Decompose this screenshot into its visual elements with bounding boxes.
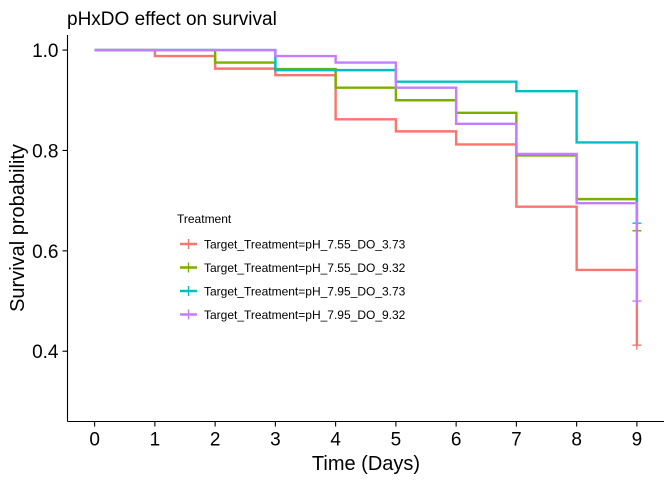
- x-tick-label: 4: [330, 430, 341, 451]
- y-tick-label: 0.4: [32, 342, 59, 363]
- survival-curve-4: [94, 48, 639, 302]
- x-tick-label: 3: [270, 430, 281, 451]
- survival-curve-2: [94, 48, 639, 231]
- y-tick-label: 0.6: [32, 242, 58, 263]
- x-axis-title: Time (Days): [312, 453, 420, 475]
- censor-mark: [632, 296, 642, 306]
- x-ticks: 0 1 2 3 4 5 6 7 8 9: [89, 421, 643, 451]
- x-tick-label: 2: [210, 430, 221, 451]
- x-tick-label: 7: [511, 430, 522, 451]
- y-axis-title: Survival probability: [7, 144, 29, 312]
- chart-title: pHxDO effect on survival: [67, 9, 277, 30]
- legend: Treatment Target_Treatment=pH_7.55_DO_3.…: [177, 212, 406, 322]
- y-tick-label: 1.0: [32, 41, 58, 62]
- legend-label: Target_Treatment=pH_7.55_DO_9.32: [204, 261, 406, 275]
- legend-label: Target_Treatment=pH_7.95_DO_9.32: [204, 308, 406, 322]
- x-tick-label: 9: [632, 430, 643, 451]
- legend-title: Treatment: [177, 212, 232, 226]
- x-tick-label: 8: [571, 430, 582, 451]
- x-tick-label: 6: [451, 430, 462, 451]
- y-ticks: 0.4 0.6 0.8 1.0: [32, 41, 68, 363]
- legend-label: Target_Treatment=pH_7.55_DO_3.73: [204, 238, 406, 252]
- survival-curve-3: [94, 48, 639, 224]
- x-tick-label: 0: [89, 430, 100, 451]
- survival-curve-1: [94, 48, 639, 346]
- legend-label: Target_Treatment=pH_7.95_DO_3.73: [204, 285, 406, 299]
- plot-area: [94, 48, 642, 350]
- x-tick-label: 1: [150, 430, 161, 451]
- x-tick-label: 5: [391, 430, 402, 451]
- censor-mark: [632, 340, 642, 350]
- y-tick-label: 0.8: [32, 141, 58, 162]
